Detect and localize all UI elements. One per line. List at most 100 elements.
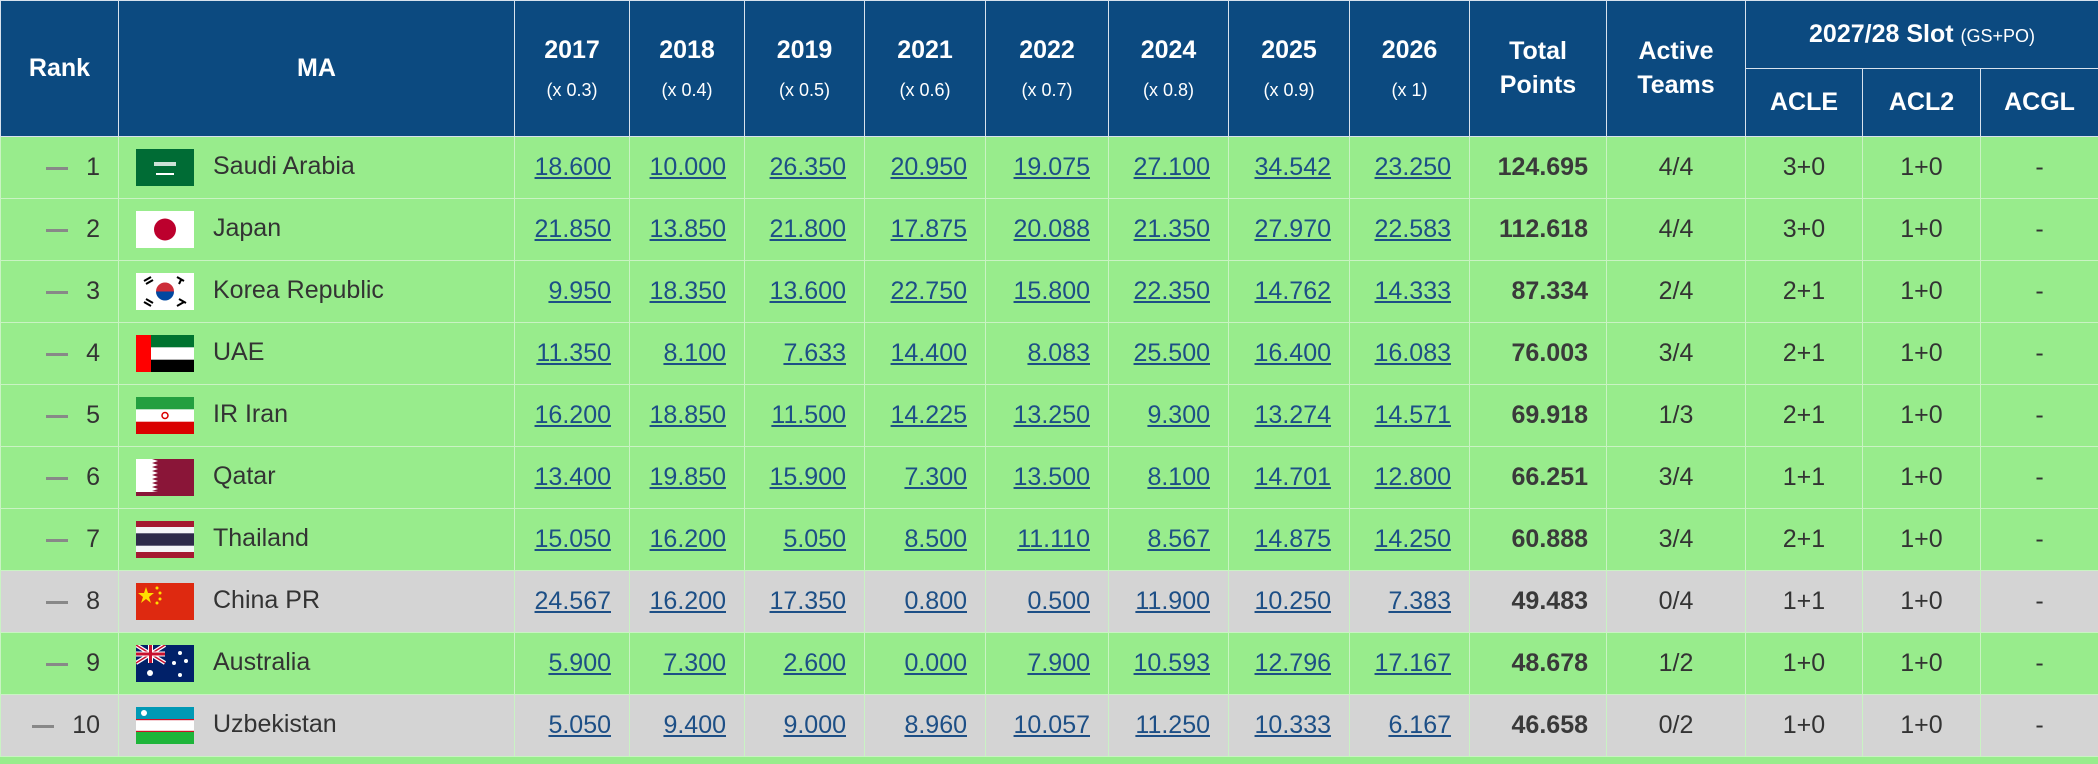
points-link[interactable]: 14.762 <box>1254 277 1331 305</box>
points-link[interactable]: 5.900 <box>548 649 611 677</box>
total-points: 49.483 <box>1469 570 1607 633</box>
points-link[interactable]: 0.500 <box>1027 587 1090 615</box>
points-link[interactable]: 5.050 <box>548 711 611 739</box>
points-link[interactable]: 12.796 <box>1254 649 1331 677</box>
points-cell: 21.350 <box>1108 198 1229 261</box>
slot-cell: 1+0 <box>1862 260 1981 323</box>
points-link[interactable]: 6.167 <box>1388 711 1451 739</box>
points-link[interactable]: 15.900 <box>769 463 846 491</box>
points-link[interactable]: 24.567 <box>534 587 611 615</box>
points-link[interactable]: 0.800 <box>904 587 967 615</box>
points-link[interactable]: 11.900 <box>1135 587 1210 615</box>
points-link[interactable]: 19.850 <box>649 463 726 491</box>
points-link[interactable]: 16.083 <box>1374 339 1451 367</box>
points-link[interactable]: 22.350 <box>1133 277 1210 305</box>
points-link[interactable]: 0.000 <box>904 649 967 677</box>
points-link[interactable]: 14.875 <box>1254 525 1331 553</box>
points-link[interactable]: 14.400 <box>890 339 967 367</box>
points-link[interactable]: 7.300 <box>663 649 726 677</box>
total-points: 112.618 <box>1469 198 1607 261</box>
points-link[interactable]: 25.500 <box>1133 339 1210 367</box>
points-cell: 16.400 <box>1228 322 1350 385</box>
points-link[interactable]: 34.542 <box>1254 153 1331 181</box>
points-link[interactable]: 7.900 <box>1027 649 1090 677</box>
points-link[interactable]: 10.057 <box>1013 711 1090 739</box>
points-cell: 7.900 <box>985 632 1109 695</box>
points-link[interactable]: 15.050 <box>534 525 611 553</box>
points-link[interactable]: 17.167 <box>1374 649 1451 677</box>
points-link[interactable]: 20.950 <box>890 153 967 181</box>
points-link[interactable]: 18.850 <box>649 401 726 429</box>
points-link[interactable]: 9.000 <box>783 711 846 739</box>
points-link[interactable]: 13.850 <box>649 215 726 243</box>
points-link[interactable]: 15.800 <box>1013 277 1090 305</box>
points-cell: 13.850 <box>629 198 745 261</box>
points-link[interactable]: 2.600 <box>783 649 846 677</box>
points-link[interactable]: 16.200 <box>649 525 726 553</box>
points-cell: 7.633 <box>744 322 865 385</box>
points-link[interactable]: 19.075 <box>1013 153 1090 181</box>
table-row: 6 Qatar 13.400 19.850 15.900 7.300 13.500 8.100… <box>0 446 2098 509</box>
points-link[interactable]: 20.088 <box>1013 215 1090 243</box>
points-link[interactable]: 21.350 <box>1133 215 1210 243</box>
points-link[interactable]: 14.571 <box>1374 401 1451 429</box>
points-link[interactable]: 11.350 <box>536 339 611 367</box>
points-link[interactable]: 13.600 <box>769 277 846 305</box>
points-link[interactable]: 10.593 <box>1133 649 1210 677</box>
points-link[interactable]: 14.225 <box>890 401 967 429</box>
points-cell: 5.050 <box>744 508 865 571</box>
points-link[interactable]: 16.200 <box>649 587 726 615</box>
points-link[interactable]: 8.567 <box>1147 525 1210 553</box>
points-link[interactable]: 26.350 <box>769 153 846 181</box>
points-link[interactable]: 12.800 <box>1374 463 1451 491</box>
table-row: 3 Korea Republic 9.950 18.350 13.600 22.750 15… <box>0 260 2098 323</box>
points-link[interactable]: 13.274 <box>1254 401 1331 429</box>
points-link[interactable]: 9.950 <box>548 277 611 305</box>
points-link[interactable]: 11.500 <box>771 401 846 429</box>
points-link[interactable]: 11.250 <box>1135 711 1210 739</box>
points-link[interactable]: 16.200 <box>534 401 611 429</box>
points-link[interactable]: 18.600 <box>534 153 611 181</box>
points-link[interactable]: 9.300 <box>1147 401 1210 429</box>
points-link[interactable]: 27.100 <box>1133 153 1210 181</box>
country-name: Uzbekistan <box>213 710 337 739</box>
year-header: 2026 (x 1) <box>1349 0 1470 137</box>
points-link[interactable]: 9.400 <box>663 711 726 739</box>
points-link[interactable]: 7.383 <box>1388 587 1451 615</box>
points-link[interactable]: 10.000 <box>649 153 726 181</box>
points-link[interactable]: 16.400 <box>1254 339 1331 367</box>
points-link[interactable]: 13.250 <box>1013 401 1090 429</box>
points-link[interactable]: 18.350 <box>649 277 726 305</box>
points-link[interactable]: 11.110 <box>1017 525 1090 553</box>
points-cell: 14.571 <box>1349 384 1470 447</box>
points-link[interactable]: 17.350 <box>769 587 846 615</box>
points-link[interactable]: 8.083 <box>1027 339 1090 367</box>
points-link[interactable]: 7.300 <box>904 463 967 491</box>
points-link[interactable]: 14.701 <box>1254 463 1331 491</box>
points-link[interactable]: 13.400 <box>534 463 611 491</box>
year: 2022 <box>1019 36 1075 65</box>
points-link[interactable]: 10.333 <box>1254 711 1331 739</box>
points-cell: 14.250 <box>1349 508 1470 571</box>
points-link[interactable]: 8.960 <box>904 711 967 739</box>
multiplier: (x 1) <box>1391 80 1428 101</box>
points-link[interactable]: 27.970 <box>1254 215 1331 243</box>
points-link[interactable]: 10.250 <box>1254 587 1331 615</box>
points-link[interactable]: 14.250 <box>1374 525 1451 553</box>
points-link[interactable]: 22.750 <box>890 277 967 305</box>
points-link[interactable]: 17.875 <box>890 215 967 243</box>
points-link[interactable]: 13.500 <box>1013 463 1090 491</box>
points-link[interactable]: 14.333 <box>1374 277 1451 305</box>
points-link[interactable]: 7.633 <box>783 339 846 367</box>
points-link[interactable]: 21.800 <box>769 215 846 243</box>
points-link[interactable]: 8.500 <box>904 525 967 553</box>
points-link[interactable]: 8.100 <box>1147 463 1210 491</box>
points-link[interactable]: 22.583 <box>1374 215 1451 243</box>
points-cell: 16.200 <box>629 508 745 571</box>
points-link[interactable]: 21.850 <box>534 215 611 243</box>
points-cell: 8.100 <box>1108 446 1229 509</box>
points-link[interactable]: 8.100 <box>663 339 726 367</box>
country-name: IR Iran <box>213 400 289 429</box>
points-link[interactable]: 23.250 <box>1374 153 1451 181</box>
points-link[interactable]: 5.050 <box>783 525 846 553</box>
